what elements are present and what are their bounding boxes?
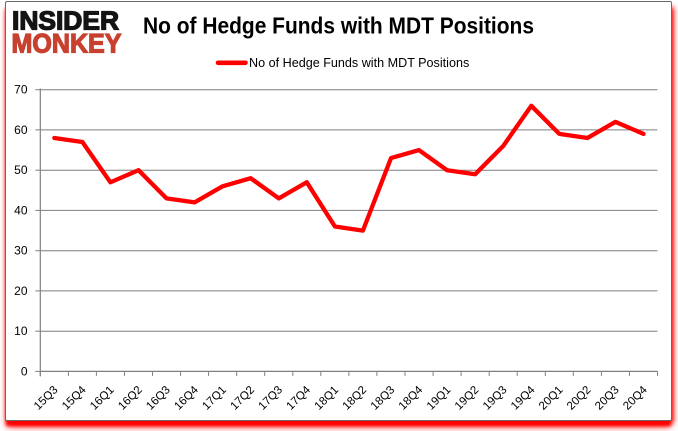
svg-text:60: 60 [14,123,28,137]
svg-text:20Q2: 20Q2 [564,383,593,412]
svg-text:50: 50 [14,163,28,177]
svg-text:0: 0 [21,364,28,378]
svg-text:INSIDER: INSIDER [12,7,119,35]
svg-text:16Q3: 16Q3 [144,383,173,412]
svg-text:20Q3: 20Q3 [592,383,621,412]
svg-text:17Q1: 17Q1 [200,383,229,412]
svg-text:20: 20 [14,284,28,298]
svg-text:30: 30 [14,244,28,258]
svg-text:15Q4: 15Q4 [59,383,89,413]
svg-text:15Q3: 15Q3 [31,383,60,412]
svg-text:17Q2: 17Q2 [228,383,257,412]
svg-text:MONKEY: MONKEY [12,29,122,59]
svg-text:17Q3: 17Q3 [256,383,285,412]
svg-text:19Q4: 19Q4 [508,383,538,413]
svg-text:16Q1: 16Q1 [87,383,116,412]
svg-text:No of Hedge Funds with MDT Pos: No of Hedge Funds with MDT Positions [143,13,534,39]
svg-text:40: 40 [14,203,28,217]
svg-text:16Q4: 16Q4 [172,383,202,413]
svg-text:No of Hedge Funds with MDT Pos: No of Hedge Funds with MDT Positions [249,56,469,70]
svg-text:20Q1: 20Q1 [536,383,565,412]
svg-text:16Q2: 16Q2 [116,383,145,412]
svg-text:10: 10 [14,324,28,338]
svg-text:20Q4: 20Q4 [621,383,651,413]
svg-text:18Q1: 18Q1 [312,383,341,412]
svg-text:19Q1: 19Q1 [424,383,453,412]
svg-text:70: 70 [14,83,28,97]
svg-text:19Q3: 19Q3 [480,383,509,412]
svg-text:17Q4: 17Q4 [284,383,314,413]
svg-text:19Q2: 19Q2 [452,383,481,412]
svg-text:18Q4: 18Q4 [396,383,426,413]
svg-text:18Q2: 18Q2 [340,383,369,412]
svg-text:18Q3: 18Q3 [368,383,397,412]
